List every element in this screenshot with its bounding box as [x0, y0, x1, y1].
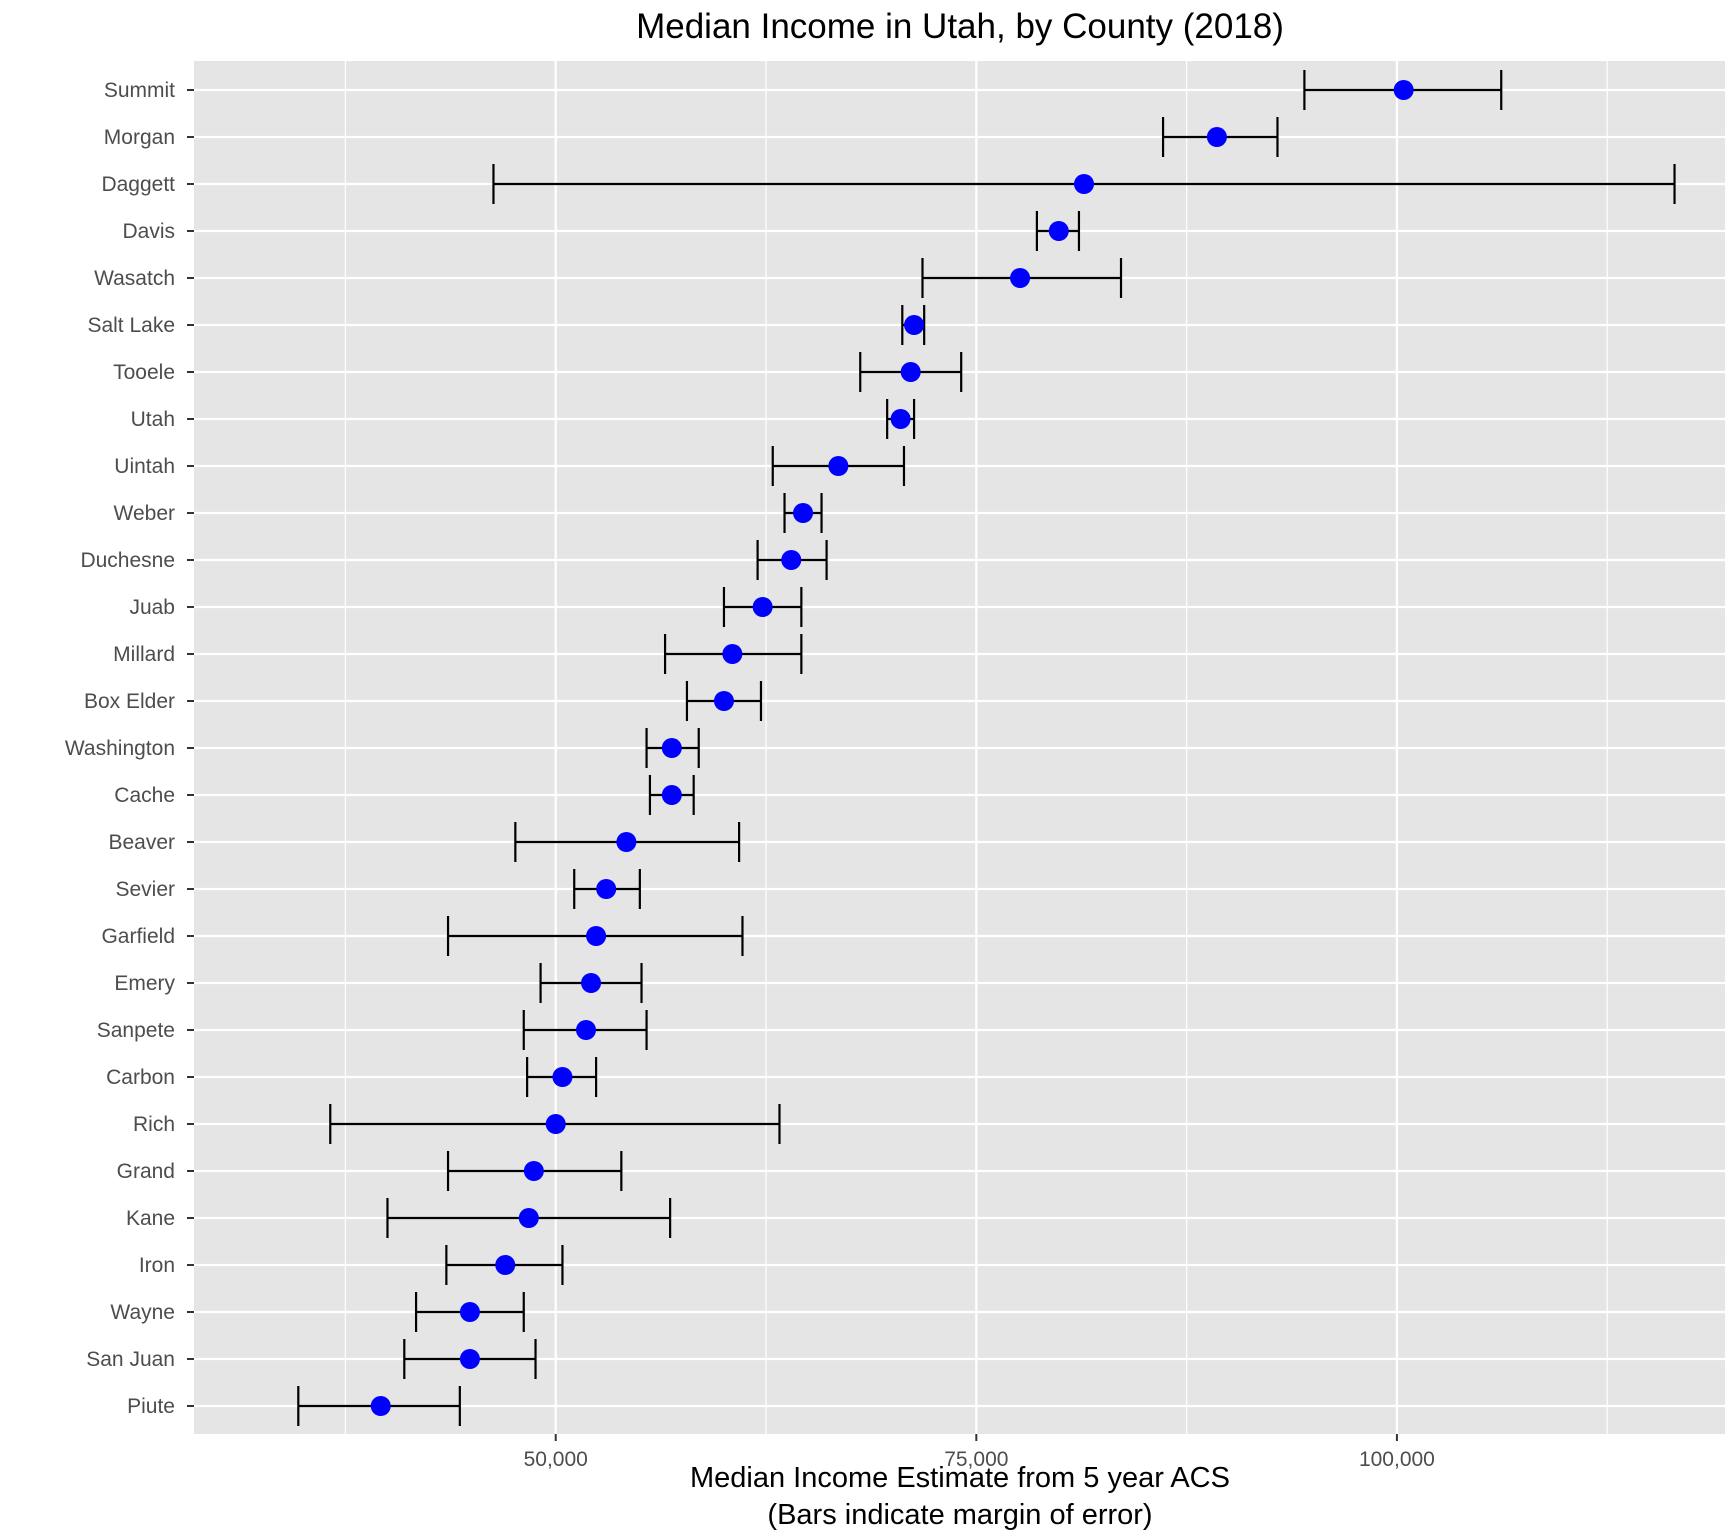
y-tick-label: Morgan: [104, 126, 175, 149]
y-tick-label: Washington: [65, 737, 175, 760]
y-tick-label: Weber: [114, 502, 175, 525]
y-tick-label: San Juan: [86, 1348, 175, 1371]
y-tick-label: Sanpete: [97, 1019, 175, 1042]
data-point: [1073, 174, 1094, 194]
y-tick-label: Tooele: [113, 361, 175, 384]
y-tick-label: Salt Lake: [87, 314, 175, 337]
y-tick-label: Sevier: [115, 878, 175, 901]
y-tick-label: Beaver: [108, 831, 175, 854]
y-tick-label: Juab: [129, 596, 175, 619]
data-point: [596, 879, 617, 899]
y-tick-label: Rich: [133, 1113, 175, 1136]
data-point: [661, 738, 682, 758]
y-tick-label: Duchesne: [80, 549, 175, 572]
x-axis-title: Median Income Estimate from 5 year ACS: [690, 1462, 1230, 1494]
data-point: [616, 832, 637, 852]
y-tick-label: Kane: [126, 1207, 175, 1230]
y-tick-label: Millard: [113, 643, 175, 666]
data-point: [781, 550, 802, 570]
data-point: [1048, 221, 1069, 241]
y-tick-label: Wayne: [110, 1301, 175, 1324]
y-tick-label: Iron: [139, 1254, 175, 1277]
y-tick-label: Utah: [131, 408, 175, 431]
data-point: [904, 315, 925, 335]
data-point: [890, 409, 911, 429]
data-point: [713, 691, 734, 711]
data-point: [576, 1020, 597, 1040]
y-axis: Summit Morgan Daggett Davis Wasatch Salt Lake…: [65, 79, 194, 1418]
x-axis: 50,000 75,000 100,000: [524, 1434, 1435, 1471]
data-point: [552, 1067, 573, 1087]
x-axis-subtitle: (Bars indicate margin of error): [767, 1499, 1152, 1531]
x-tick-label: 75,000: [944, 1448, 1008, 1471]
data-point: [370, 1396, 391, 1416]
y-tick-label: Grand: [117, 1160, 175, 1183]
y-tick-label: Garfield: [101, 925, 175, 948]
data-point: [581, 973, 602, 993]
y-tick-label: Box Elder: [84, 690, 175, 713]
data-point: [495, 1255, 516, 1275]
y-tick-label: Cache: [114, 784, 175, 807]
x-tick-label: 100,000: [1359, 1448, 1435, 1471]
data-point: [661, 785, 682, 805]
data-point: [523, 1161, 544, 1181]
y-tick-label: Wasatch: [94, 267, 175, 290]
data-point: [545, 1114, 566, 1134]
data-point: [722, 644, 743, 664]
y-tick-label: Uintah: [114, 455, 175, 478]
data-point: [1010, 268, 1031, 288]
data-point: [793, 503, 814, 523]
data-point: [900, 362, 921, 382]
points: [370, 80, 1414, 1416]
x-tick-label: 50,000: [524, 1448, 588, 1471]
chart-title: Median Income in Utah, by County (2018): [636, 7, 1284, 46]
y-tick-label: Daggett: [101, 173, 175, 196]
y-tick-label: Davis: [122, 220, 175, 243]
data-point: [1393, 80, 1414, 100]
y-tick-label: Emery: [114, 972, 175, 995]
data-point: [459, 1349, 480, 1369]
y-tick-label: Carbon: [106, 1066, 175, 1089]
data-point: [459, 1302, 480, 1322]
y-tick-label: Piute: [127, 1395, 175, 1418]
data-point: [752, 597, 773, 617]
data-point: [828, 456, 849, 476]
data-point: [1206, 127, 1227, 147]
data-point: [586, 926, 607, 946]
y-tick-label: Summit: [104, 79, 175, 102]
data-point: [518, 1208, 539, 1228]
